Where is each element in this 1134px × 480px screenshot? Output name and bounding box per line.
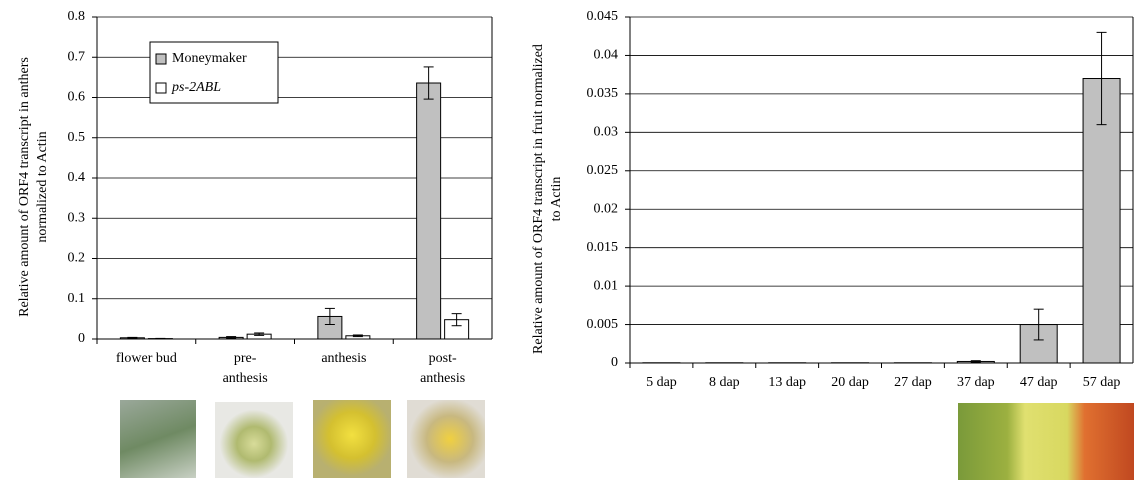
y-tick-label: 0.5 [68,130,86,145]
bar [416,82,442,340]
y-tick-label: 0.6 [68,90,86,105]
photo [958,403,1134,480]
error-bar [127,336,138,339]
y-tick-label: 0.3 [68,210,86,225]
x-tick-label: anthesis [321,351,366,366]
y-tick-label: 0 [611,355,618,370]
x-tick-label: 8 dap [709,375,740,390]
x-tick-label: 57 dap [1083,375,1121,390]
x-tick-label-line: anthesis [420,371,465,386]
x-tick-label-line: anthesis [223,371,268,386]
y-tick-label: 0.015 [587,240,619,255]
error-bar [970,360,981,363]
x-tick-label: 5 dap [646,375,677,390]
x-tick-label: pre-anthesis [223,351,268,386]
error-bar [254,332,265,336]
y-tick-label: 0.045 [587,9,619,24]
error-bar [324,307,335,326]
y-tick-label: 0.005 [587,317,619,332]
y-tick-label: 0.01 [594,278,619,293]
photo [215,402,293,478]
error-bar [226,336,237,339]
y-tick-label: 0.03 [594,125,619,140]
y-tick-label: 0.04 [594,48,619,63]
x-tick-label: 47 dap [1020,375,1058,390]
legend-label: Moneymaker [172,51,247,66]
photo [313,400,391,478]
bar [1082,78,1121,364]
legend-label: ps-2ABL [171,80,221,95]
x-tick-label-line: post- [429,351,457,366]
y-tick-label: 0.035 [587,86,619,101]
y-tick-label: 0.025 [587,163,619,178]
y-tick-label: 0 [78,331,85,346]
y-axis-label: Relative amount of ORF4 transcript in an… [17,57,50,317]
y-tick-label: 0.8 [68,9,86,24]
error-bar [451,313,462,327]
legend-swatch [155,82,167,94]
y-tick-label: 0.7 [68,49,86,64]
error-bar [1096,31,1107,126]
y-tick-label: 0.1 [68,291,86,306]
x-tick-label: flower bud [116,351,177,366]
error-bar [352,334,363,338]
x-tick-label: 37 dap [957,375,995,390]
photo [407,400,485,478]
y-tick-label: 0.4 [68,170,86,185]
x-tick-label: 20 dap [831,375,869,390]
x-tick-label: 13 dap [768,375,806,390]
x-tick-label-line: pre- [234,351,257,366]
y-tick-label: 0.02 [594,201,619,216]
y-axis-label: Relative amount of ORF4 transcript in fr… [531,44,564,354]
x-tick-label: post-anthesis [420,351,465,386]
error-bar [423,66,434,100]
legend-swatch [155,53,167,65]
x-tick-label: 27 dap [894,375,932,390]
y-tick-label: 0.2 [68,251,86,266]
error-bar [1033,308,1044,341]
legend-box [149,41,279,104]
photo [120,400,196,478]
